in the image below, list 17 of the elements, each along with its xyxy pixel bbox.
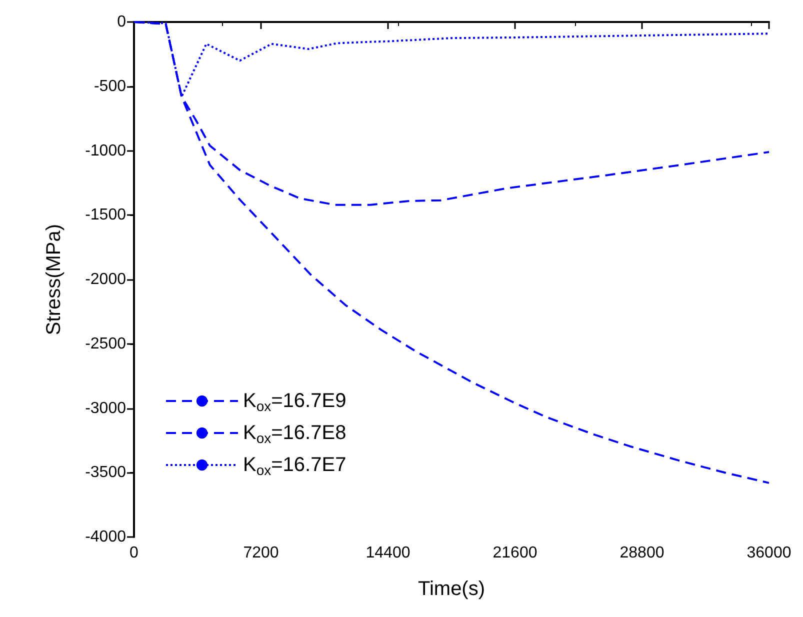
x-tick-label: 7200 [243,544,279,562]
y-tick-label: -1500 [85,206,126,224]
x-axis-title: Time(s) [418,578,486,600]
y-tick-label: -2000 [85,271,126,288]
y-tick-label: -3500 [85,464,126,482]
y-tick-label: -3000 [85,400,126,417]
x-tick-label: 14400 [366,544,410,562]
y-tick-label: 0 [117,14,126,30]
x-tick-label: 28800 [620,544,664,562]
y-tick-label: -4000 [85,528,126,546]
y-tick-label: -500 [94,78,126,95]
x-tick-label: 21600 [492,544,538,562]
x-tick-label: 36000 [746,544,792,562]
y-tick-label: -1000 [85,142,126,160]
y-tick-label: -2500 [85,335,126,352]
x-tick-label: 0 [130,544,139,562]
y-axis-title: Stress(MPa) [43,224,65,336]
